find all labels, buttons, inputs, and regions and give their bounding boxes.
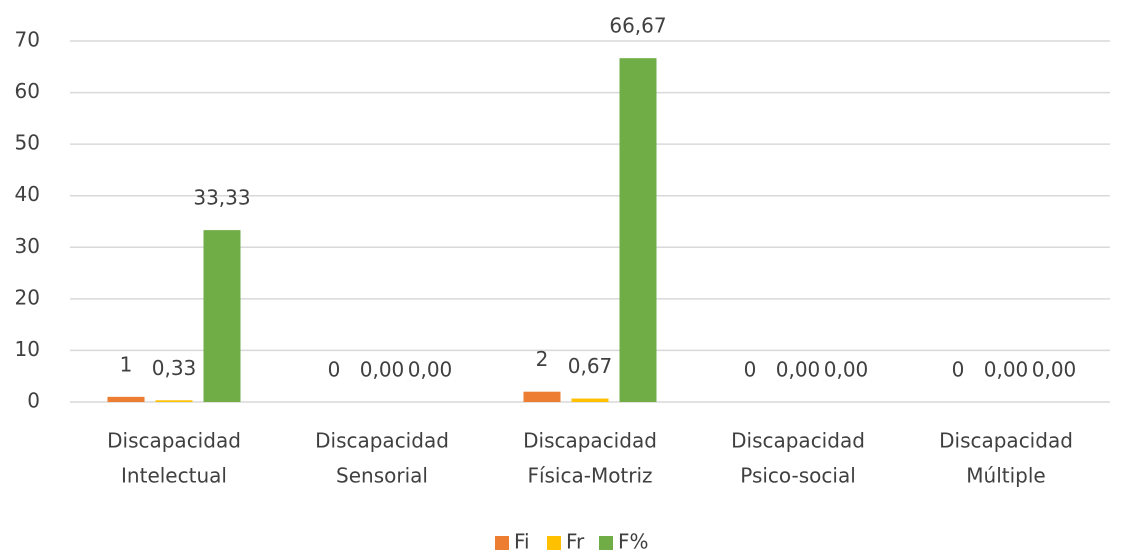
x-tick-label: Sensorial	[336, 464, 428, 488]
data-label: 0	[328, 358, 341, 382]
data-label: 0,00	[408, 358, 453, 382]
y-tick-label: 10	[15, 337, 40, 361]
bar	[523, 391, 561, 402]
data-label: 0,00	[1032, 358, 1077, 382]
y-tick-label: 40	[15, 182, 40, 206]
data-label: 0,00	[824, 358, 869, 382]
x-tick-label: Discapacidad	[939, 429, 1073, 453]
data-label: 0,33	[152, 356, 197, 380]
data-label: 66,67	[609, 14, 666, 38]
legend-label: F%	[618, 530, 649, 554]
x-tick-label: Psico-social	[740, 464, 856, 488]
x-tick-label: Múltiple	[966, 464, 1045, 488]
data-label: 0,00	[984, 358, 1029, 382]
data-label: 0,67	[568, 354, 613, 378]
y-tick-label: 0	[27, 389, 40, 413]
bar	[107, 396, 145, 402]
data-label: 0,00	[360, 358, 405, 382]
bar	[203, 230, 241, 402]
y-tick-label: 20	[15, 285, 40, 309]
y-tick-label: 70	[15, 28, 40, 52]
data-label: 33,33	[193, 186, 250, 210]
bar	[619, 58, 657, 403]
data-label: 0,00	[776, 358, 821, 382]
legend-label: Fi	[514, 530, 530, 554]
bar	[571, 398, 609, 402]
x-tick-label: Intelectual	[121, 464, 227, 488]
x-tick-label: Discapacidad	[315, 429, 449, 453]
x-tick-label: Discapacidad	[107, 429, 241, 453]
legend-swatch	[547, 536, 561, 550]
legend-label: Fr	[566, 530, 585, 554]
data-label: 0	[744, 358, 757, 382]
y-tick-label: 50	[15, 131, 40, 155]
y-tick-label: 60	[15, 79, 40, 103]
data-label: 2	[536, 347, 549, 371]
legend-swatch	[495, 536, 509, 550]
legend-swatch	[599, 536, 613, 550]
x-tick-label: Discapacidad	[523, 429, 657, 453]
y-tick-label: 30	[15, 234, 40, 258]
bar	[155, 400, 193, 402]
x-tick-label: Discapacidad	[731, 429, 865, 453]
data-label: 1	[120, 352, 133, 376]
data-label: 0	[952, 358, 965, 382]
x-tick-label: Física-Motriz	[527, 464, 652, 488]
